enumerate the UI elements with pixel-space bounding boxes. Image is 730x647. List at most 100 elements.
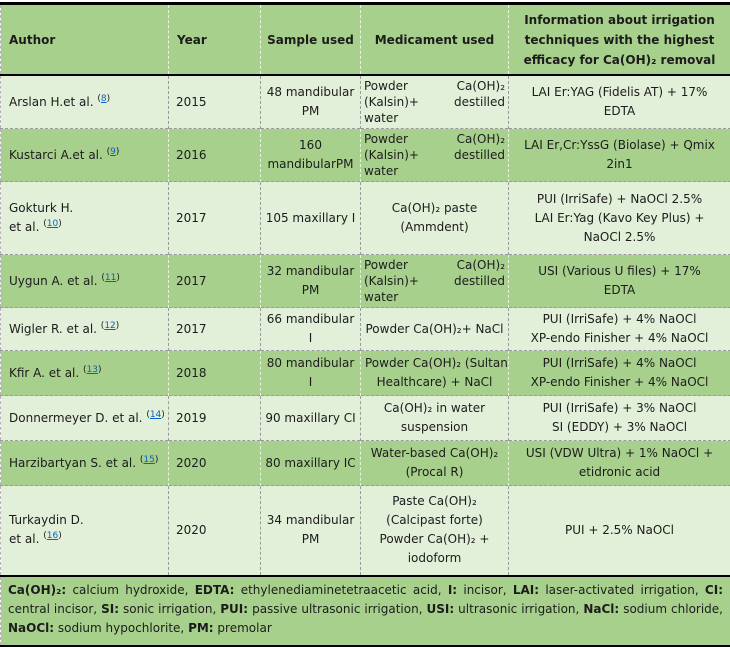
citation-ref: (10) [43, 219, 61, 229]
column-header-sample: Sample used [261, 4, 361, 76]
medicament-cell: Paste Ca(OH)₂(Calcipast forte)Powder Ca(… [361, 486, 509, 576]
author-cell: Harzibartyan S. et al. (15) [1, 441, 169, 486]
column-header-medicament: Medicament used [361, 4, 509, 76]
citation-ref: (14) [146, 410, 164, 420]
footnote-term: USI: [427, 602, 455, 616]
irrigation-info-cell: PUI (IrriSafe) + NaOCl 2.5%LAI Er:Yag (K… [509, 182, 730, 255]
citation-link[interactable]: 15 [143, 455, 154, 465]
table-header: Author Year Sample used Medicament used … [1, 4, 730, 76]
year-cell: 2017 [169, 255, 261, 308]
citation-ref: (16) [43, 531, 61, 541]
table-footer: Ca(OH)₂: calcium hydroxide, EDTA: ethyle… [1, 576, 730, 646]
irrigation-info-cell: PUI + 2.5% NaOCl [509, 486, 730, 576]
citation-ref: (13) [83, 365, 101, 375]
citation-link[interactable]: 12 [104, 321, 115, 331]
footnote-term: PM: [188, 621, 214, 635]
footnote-term: I: [448, 583, 457, 597]
author-cell: Kustarci A.et al. (9) [1, 129, 169, 182]
irrigation-info-cell: LAI Er:YAG (Fidelis AT) + 17%EDTA [509, 75, 730, 129]
irrigation-info-cell: USI (VDW Ultra) + 1% NaOCl +etidronic ac… [509, 441, 730, 486]
column-header-info: Information about irrigation techniques … [509, 4, 730, 76]
author-cell: Kfir A. et al. (13) [1, 351, 169, 396]
author-cell: Turkaydin D.et al. (16) [1, 486, 169, 576]
citation-ref: (15) [140, 455, 158, 465]
author-name: Arslan H.et al. (8) [9, 93, 164, 112]
medicament-cell: Ca(OH)₂ paste(Ammdent) [361, 182, 509, 255]
author-name: Kfir A. et al. (13) [9, 364, 164, 383]
column-header-author: Author [1, 4, 169, 76]
author-cell: Uygun A. et al. (11) [1, 255, 169, 308]
citation-link[interactable]: 14 [150, 410, 161, 420]
sample-cell: 90 maxillary CI [261, 396, 361, 441]
footnote-term: SI: [101, 602, 119, 616]
year-cell: 2019 [169, 396, 261, 441]
footnote-term: PUI: [220, 602, 248, 616]
year-cell: 2020 [169, 441, 261, 486]
footnote-term: NaCl: [583, 602, 619, 616]
author-name: Kustarci A.et al. (9) [9, 146, 164, 165]
author-name: Wigler R. et al. (12) [9, 320, 164, 339]
year-cell: 2017 [169, 308, 261, 351]
footnote-text: Ca(OH)₂: calcium hydroxide, EDTA: ethyle… [1, 576, 730, 646]
citation-link[interactable]: 11 [105, 273, 116, 283]
sample-cell: 105 maxillary I [261, 182, 361, 255]
author-name: Donnermeyer D. et al. (14) [9, 409, 164, 428]
footnote-term: CI: [705, 583, 723, 597]
sample-cell: 80 maxillary IC [261, 441, 361, 486]
citation-link[interactable]: 13 [87, 365, 98, 375]
author-name: Turkaydin D. [9, 511, 164, 530]
citation-link[interactable]: 9 [110, 147, 116, 157]
footnote-term: EDTA: [195, 583, 235, 597]
year-cell: 2018 [169, 351, 261, 396]
author-name: et al. (10) [9, 218, 164, 237]
citation-link[interactable]: 10 [47, 219, 58, 229]
author-cell: Arslan H.et al. (8) [1, 75, 169, 129]
year-cell: 2016 [169, 129, 261, 182]
medicament-cell: Water-based Ca(OH)₂(Procal R) [361, 441, 509, 486]
year-cell: 2017 [169, 182, 261, 255]
author-name: Harzibartyan S. et al. (15) [9, 454, 164, 473]
year-cell: 2015 [169, 75, 261, 129]
citation-link[interactable]: 8 [101, 94, 107, 104]
citation-ref: (9) [107, 147, 120, 157]
footnote-term: NaOCl: [8, 621, 54, 635]
author-name: et al. (16) [9, 530, 164, 549]
author-cell: Donnermeyer D. et al. (14) [1, 396, 169, 441]
author-cell: Wigler R. et al. (12) [1, 308, 169, 351]
column-header-year: Year [169, 4, 261, 76]
author-cell: Gokturk H.et al. (10) [1, 182, 169, 255]
citation-link[interactable]: 16 [47, 531, 58, 541]
citation-ref: (11) [101, 273, 119, 283]
author-name: Uygun A. et al. (11) [9, 272, 164, 291]
irrigation-info-cell: USI (Various U files) + 17%EDTA [509, 255, 730, 308]
footnote-row: Ca(OH)₂: calcium hydroxide, EDTA: ethyle… [1, 576, 730, 646]
author-name: Gokturk H. [9, 199, 164, 218]
citation-ref: (12) [101, 321, 119, 331]
footnote-term: LAI: [513, 583, 539, 597]
medicament-cell: Powder Ca(OH)₂+ NaCl [361, 308, 509, 351]
